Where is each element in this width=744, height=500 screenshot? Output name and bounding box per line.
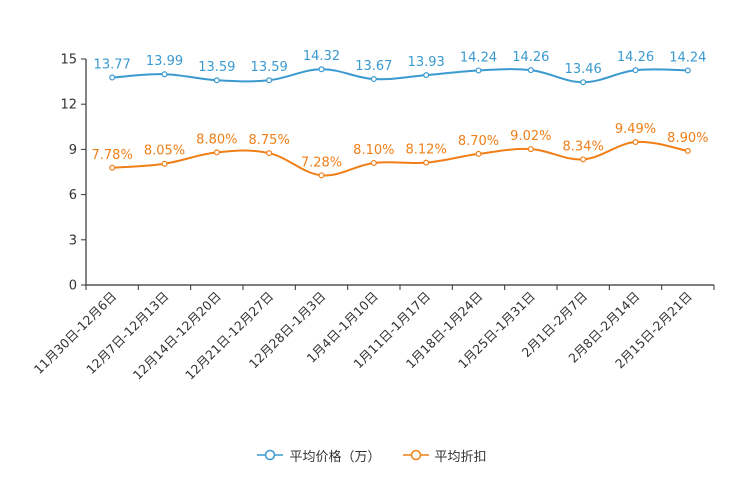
data-label-discount: 9.49%: [615, 122, 656, 137]
data-point-price: [318, 66, 325, 73]
data-label-price: 13.77: [94, 58, 131, 73]
data-label-discount: 8.75%: [249, 133, 290, 148]
data-label-price: 13.93: [408, 55, 445, 70]
legend-item-discount[interactable]: 平均折扣: [402, 446, 487, 465]
data-label-price: 13.59: [198, 60, 235, 75]
data-label-discount: 8.12%: [406, 143, 447, 158]
series-line-price: [112, 68, 688, 84]
y-tick-label: 12: [60, 98, 77, 113]
y-tick-label: 9: [69, 143, 77, 158]
axes: 0369121511月30日-12月6日12月7日-12月13日12月14日-1…: [31, 53, 715, 383]
data-label-price: 14.26: [512, 50, 549, 65]
data-label-price: 13.99: [146, 54, 183, 69]
data-label-discount: 8.80%: [196, 132, 237, 147]
data-point-discount: [475, 150, 482, 157]
data-point-discount: [161, 160, 168, 167]
data-label-discount: 8.70%: [458, 134, 499, 149]
data-point-discount: [580, 156, 587, 163]
legend-label-discount: 平均折扣: [434, 449, 487, 465]
legend-item-price[interactable]: 平均价格（万）: [257, 446, 381, 465]
data-point-price: [527, 67, 534, 74]
y-tick-label: 0: [69, 279, 77, 294]
data-point-discount: [684, 147, 691, 154]
data-point-price: [423, 72, 430, 79]
y-tick-label: 15: [60, 53, 77, 68]
data-point-discount: [318, 172, 325, 179]
data-point-discount: [423, 159, 430, 166]
data-point-price: [475, 67, 482, 74]
data-point-discount: [266, 150, 273, 157]
series-layer: [109, 66, 691, 179]
data-point-discount: [632, 139, 639, 146]
data-point-discount: [370, 159, 377, 166]
data-point-price: [370, 76, 377, 83]
data-point-price: [213, 77, 220, 84]
data-label-price: 14.24: [669, 50, 706, 65]
data-label-discount: 7.28%: [301, 155, 342, 170]
data-point-discount: [109, 164, 116, 171]
data-label-price: 13.67: [355, 59, 392, 74]
y-tick-label: 3: [69, 233, 77, 248]
legend-label-price: 平均价格（万）: [289, 449, 381, 465]
data-point-price: [109, 74, 116, 81]
legend-marker-price-icon: [257, 449, 284, 461]
legend: 平均价格（万） 平均折扣: [0, 444, 744, 466]
x-tick-label: 12月14日-12月20日: [130, 289, 224, 383]
data-point-price: [161, 71, 168, 78]
data-labels: 13.77 13.99 13.59 13.59 14.32 13.67 13.93 14.24…: [92, 49, 709, 170]
data-label-discount: 8.34%: [563, 139, 604, 154]
data-point-price: [266, 77, 273, 84]
data-point-price: [632, 67, 639, 74]
data-point-price: [684, 67, 691, 74]
data-point-discount: [213, 149, 220, 156]
data-label-discount: 8.90%: [667, 131, 708, 146]
data-label-price: 14.26: [617, 50, 654, 65]
data-point-discount: [527, 146, 534, 153]
data-label-discount: 8.10%: [353, 143, 394, 158]
data-label-price: 14.24: [460, 50, 497, 65]
data-label-discount: 8.05%: [144, 144, 185, 159]
legend-marker-discount-icon: [402, 449, 429, 461]
data-label-price: 13.46: [565, 62, 602, 77]
x-tick-label: 12月21日-12月27日: [182, 289, 276, 383]
data-point-price: [580, 79, 587, 86]
data-label-price: 13.59: [251, 60, 288, 75]
data-label-discount: 9.02%: [510, 129, 551, 144]
data-label-discount: 7.78%: [92, 148, 133, 163]
series-line-discount: [112, 140, 689, 177]
data-label-price: 14.32: [303, 49, 340, 64]
y-tick-label: 6: [69, 188, 77, 203]
